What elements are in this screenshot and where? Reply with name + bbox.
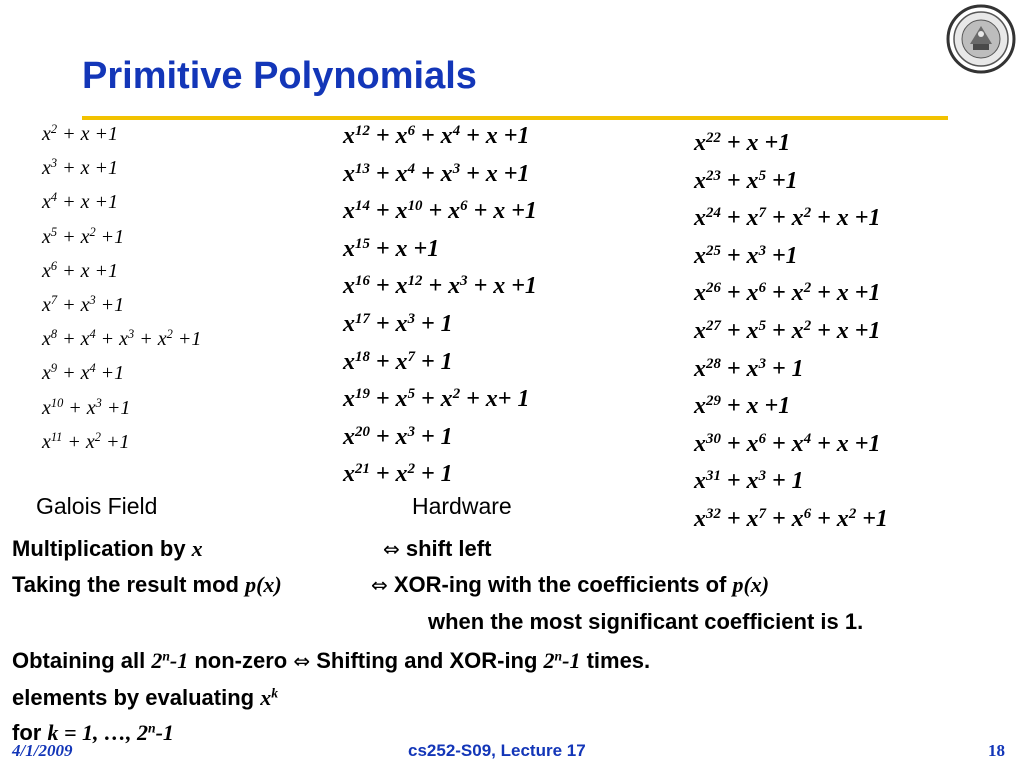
polynomial-list-left: x2 + x +1 x3 + x +1 x4 + x +1 x5 + x2 +1 x6 … [42,122,202,466]
polynomial-item: x19 + x5 + x2 + x+ 1 [343,385,530,413]
university-seal-icon [946,4,1016,74]
galois-field-header: Galois Field [36,493,158,519]
polynomial-item: x29 + x +1 [694,392,791,420]
polynomial-item: x17 + x3 + 1 [343,310,453,337]
polynomial-item: x2 + x +1 [42,122,118,145]
x-to-k: xk [260,685,279,710]
polynomial-list-middle: x12 + x6 + x4 + x +1 x13 + x4 + x3 + x +1… [343,122,537,500]
times-label: times. [580,648,651,673]
obtaining-row: Obtaining all 2n-1 non-zero ⇔ Shifting a… [12,648,651,673]
for-row: for k = 1, …, 2n-1 [12,720,174,745]
polynomial-item: x15 + x +1 [343,235,440,262]
multiplication-row: Multiplication by x [12,538,203,560]
polynomial-item: x25 + x3 +1 [694,242,798,269]
polynomial-item: x3 + x +1 [42,156,118,180]
polynomial-item: x20 + x3 + 1 [343,423,453,450]
polynomial-item: x18 + x7 + 1 [343,348,453,375]
footer-course: cs252-S09, Lecture 17 [408,741,586,760]
obtaining-label: Obtaining all [12,648,152,673]
polynomial-item: x16 + x12 + x3 + x +1 [343,273,537,300]
polynomial-item: x5 + x2 +1 [42,224,125,248]
polynomial-item: x32 + x7 + x6 + x2 +1 [694,505,888,532]
two-n-minus-1: 2n-1 [151,648,189,673]
k-range: k = 1, …, 2n-1 [47,720,174,745]
shift-left-text: shift left [399,536,492,561]
slide-title: Primitive Polynomials [82,55,477,97]
polynomial-item: x21 + x2 + 1 [343,461,453,488]
nonzero-label: non-zero [188,648,294,673]
shifting-label: Shifting and XOR-ing [310,648,544,673]
polynomial-item: x6 + x +1 [42,258,118,282]
polynomial-item: x7 + x3 +1 [42,293,125,316]
px-term: p(x) [245,572,282,597]
for-label: for [12,720,48,745]
elements-row: elements by evaluating xk [12,685,279,710]
polynomial-item: x11 + x2 +1 [42,429,130,453]
polynomial-item: x22 + x +1 [694,129,791,156]
hardware-header: Hardware [412,493,512,519]
polynomial-list-right: x22 + x +1 x23 + x5 +1 x24 + x7 + x2 + x +… [694,129,888,545]
taking-label: Taking the result mod [12,572,246,597]
iff-symbol: ⇔ [293,649,311,673]
polynomial-item: x12 + x6 + x4 + x +1 [343,122,530,149]
title-underline [82,116,948,120]
footer-date: 4/1/2009 [12,741,73,760]
polynomial-item: x27 + x5 + x2 + x +1 [694,317,881,344]
multiplication-label: Multiplication by [12,536,192,561]
two-n-minus-1-b: 2n-1 [543,648,581,673]
taking-row: Taking the result mod p(x) [12,574,282,596]
iff-symbol: ⇔ [383,537,400,561]
polynomial-item: x13 + x4 + x3 + x +1 [343,160,530,187]
polynomial-item: x4 + x +1 [42,190,118,214]
elements-label: elements by evaluating [12,685,261,710]
polynomial-item: x24 + x7 + x2 + x +1 [694,205,881,232]
polynomial-item: x30 + x6 + x4 + x +1 [694,430,881,457]
shift-left-row: ⇔ shift left [383,538,491,560]
xor-row: ⇔ XOR-ing with the coefficients of p(x) [371,574,769,596]
multiplication-var: x [191,536,203,561]
px-term-2: p(x) [732,572,770,597]
polynomial-item: x31 + x3 + 1 [694,468,804,495]
polynomial-item: x26 + x6 + x2 + x +1 [694,280,881,307]
iff-symbol: ⇔ [371,573,388,597]
polynomial-item: x10 + x3 +1 [42,395,131,419]
polynomial-item: x9 + x4 +1 [42,361,125,385]
xor-label: XOR-ing with the coefficients of [387,572,733,597]
footer-page-number: 18 [988,741,1005,760]
polynomial-item: x28 + x3 + 1 [694,355,804,382]
polynomial-item: x23 + x5 +1 [694,167,798,194]
polynomial-item: x14 + x10 + x6 + x +1 [343,198,537,225]
polynomial-item: x8 + x4 + x3 + x2 +1 [42,327,202,351]
msb-condition: when the most significant coefficient is… [428,609,864,634]
